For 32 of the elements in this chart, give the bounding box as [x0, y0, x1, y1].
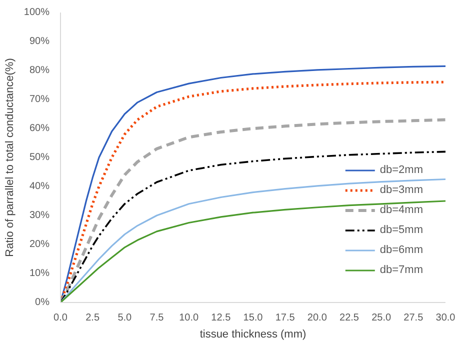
- y-tick-label: 20%: [29, 239, 50, 250]
- x-tick-label: 30.0: [436, 312, 456, 324]
- x-tick-label: 20.0: [307, 312, 328, 324]
- x-tick-label: 7.5: [150, 312, 164, 324]
- y-tick-label: 60%: [29, 123, 50, 134]
- y-tick-label: 100%: [24, 7, 50, 18]
- y-tick-label: 80%: [29, 65, 50, 76]
- y-tick-label: 10%: [29, 268, 50, 279]
- legend-label: db=2mm: [380, 164, 423, 176]
- y-tick-label: 0%: [35, 297, 50, 308]
- x-tick-label: 10.0: [179, 312, 200, 324]
- y-tick-label: 30%: [29, 210, 50, 221]
- x-tick-label: 22.5: [340, 312, 360, 324]
- y-tick-label: 90%: [29, 36, 50, 47]
- legend-label: db=7mm: [380, 264, 423, 276]
- legend-label: db=4mm: [380, 204, 423, 216]
- y-tick-label: 50%: [29, 152, 50, 163]
- x-tick-label: 15.0: [243, 312, 264, 324]
- x-tick-label: 27.5: [404, 312, 424, 324]
- y-tick-label: 40%: [29, 181, 50, 192]
- x-tick-label: 17.5: [275, 312, 296, 324]
- legend-label: db=3mm: [380, 184, 423, 196]
- y-axis-title: Ratio of parrallel to total conductance(%): [4, 58, 16, 257]
- x-tick-label: 2.5: [86, 312, 100, 324]
- x-tick-label: 5.0: [118, 312, 132, 324]
- legend-label: db=5mm: [380, 224, 423, 236]
- x-tick-label: 25.0: [372, 312, 392, 324]
- x-axis-title: tissue thickness (mm): [200, 328, 306, 340]
- x-tick-label: 0.0: [54, 312, 68, 324]
- legend-label: db=6mm: [380, 244, 423, 256]
- y-tick-label: 70%: [29, 94, 50, 105]
- x-tick-label: 12.5: [211, 312, 232, 324]
